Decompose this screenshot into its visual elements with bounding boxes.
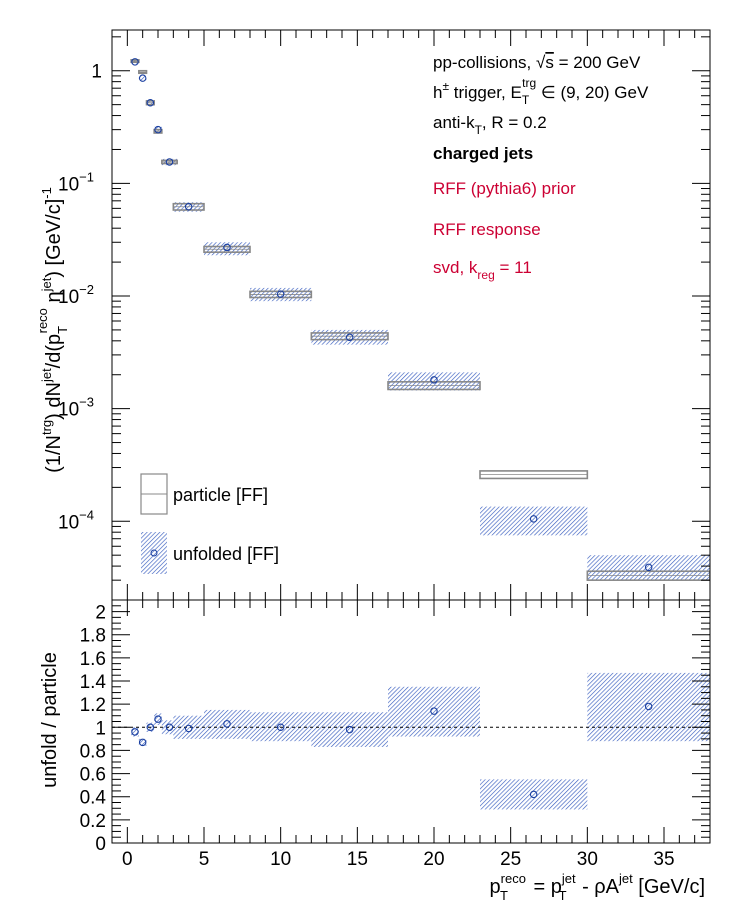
legend-swatch-unfolded [141, 532, 167, 574]
ratio-point [430, 707, 438, 715]
bottom-ytick-label: 1.8 [80, 626, 106, 647]
top-unfolded-points [131, 58, 653, 572]
xtick-label: 5 [199, 849, 210, 870]
bottom-ytick-label: 0.4 [80, 788, 107, 809]
bottom-ytick-label: 0.8 [80, 741, 106, 762]
xtick-label: 10 [270, 849, 291, 870]
xtick-label: 20 [423, 849, 444, 870]
top-ytick-label: 10−3 [58, 395, 94, 421]
unfolded-point [146, 98, 155, 107]
ratio-point [276, 723, 285, 732]
ratio-point [345, 725, 354, 734]
unfolded-band [587, 555, 710, 581]
unfolded-point [345, 333, 354, 342]
bottom-ytick-label: 1.2 [80, 695, 106, 716]
ratio-point [165, 723, 174, 732]
legend-label-unfolded: unfolded [FF] [173, 544, 279, 564]
unfolded-point [184, 203, 193, 211]
unfolded-point [165, 158, 174, 166]
bottom-ytick-label: 0.2 [80, 811, 106, 832]
annotation-trigger: h± trigger, ETtrg ∈ (9, 20) GeV [433, 76, 649, 107]
annotation-response: RFF response [433, 220, 541, 239]
legend-label-particle: particle [FF] [173, 485, 268, 505]
bottom-plot-frame [111, 599, 711, 844]
xtick-label: 0 [122, 849, 133, 870]
xtick-label: 30 [577, 849, 598, 870]
xtick-label: 25 [500, 849, 521, 870]
annotation-charged-jets: charged jets [433, 144, 533, 163]
ratio-point [529, 790, 538, 799]
xtick-label: 15 [347, 849, 368, 870]
ratio-band [154, 713, 162, 725]
ratio-point [131, 728, 139, 736]
ratio-bands [131, 672, 710, 810]
annotation-regularization: svd, kreg = 11 [433, 258, 532, 282]
bottom-y-tick-labels: 00.20.40.6 0.811.21.41.61.82 [80, 603, 107, 855]
ratio-band [138, 738, 147, 746]
ratio-point [644, 702, 653, 711]
ratio-point [154, 715, 162, 723]
unfolded-band [138, 75, 147, 81]
legend-marker-unfolded [150, 549, 158, 557]
legend-entry-particle: particle [FF] [140, 473, 268, 515]
ratio-band [204, 709, 250, 739]
ratio-band [388, 686, 480, 737]
ratio-point [146, 723, 155, 732]
unfolded-point [131, 58, 139, 66]
top-ytick-label: 1 [91, 62, 102, 83]
top-ytick-label: 10−2 [58, 282, 94, 308]
annotation-collisions: pp-collisions, √s = 200 GeV [433, 53, 641, 72]
bottom-ytick-label: 2 [95, 603, 106, 624]
bottom-ytick-label: 0.6 [80, 765, 106, 786]
unfolded-point [138, 74, 147, 82]
x-tick-labels: 0 5 10 15 20 25 30 35 [122, 849, 675, 870]
ratio-point [223, 720, 231, 728]
top-ytick-label: 10−4 [58, 507, 94, 533]
ratio-band [250, 712, 312, 742]
unfolded-point [529, 515, 538, 523]
ratio-point [184, 724, 193, 733]
top-y-tick-labels: 1 10−1 10−2 10−3 10−4 [58, 62, 102, 534]
unfolded-point [430, 376, 438, 384]
x-axis-title: preco T = pjet T - ρAjet [GeV/c] [490, 871, 705, 903]
ratio-band [311, 712, 388, 747]
ratio-band [480, 779, 588, 810]
legend: particle [FF] unfolded [FF] [140, 473, 279, 574]
bottom-ytick-label: 1.4 [80, 672, 107, 693]
top-plot-frame [111, 29, 711, 601]
xtick-label: 35 [653, 849, 674, 870]
legend-entry-unfolded: unfolded [FF] [141, 532, 279, 574]
top-ytick-label: 10−1 [58, 169, 94, 195]
ratio-points [131, 702, 653, 799]
bottom-ytick-label: 0 [95, 834, 106, 855]
ratio-band [131, 727, 139, 737]
unfolded-point [223, 243, 231, 252]
ratio-band [173, 715, 204, 739]
bottom-ytick-label: 1.6 [80, 649, 106, 670]
unfolded-point [276, 290, 285, 298]
top-axis-ticks [111, 30, 711, 601]
bottom-ytick-label: 1 [95, 718, 106, 739]
unfolded-point [154, 125, 162, 134]
unfolded-point [644, 563, 653, 572]
annotation-jet-algorithm: anti-kT, R = 0.2 [433, 113, 547, 137]
annotation-prior: RFF (pythia6) prior [433, 179, 576, 198]
bottom-y-axis-title: unfold / particle [39, 652, 61, 788]
ratio-band [587, 672, 710, 742]
unfolded-band [480, 506, 588, 536]
top-y-axis-title: (1/Ntrg) dNjet/d(pTreco ηjet) [GeV/c]-1 [35, 187, 70, 473]
ratio-point [138, 738, 147, 747]
annotation-block: pp-collisions, √s = 200 GeV h± trigger, … [433, 53, 649, 282]
unfolded-band [311, 329, 388, 345]
